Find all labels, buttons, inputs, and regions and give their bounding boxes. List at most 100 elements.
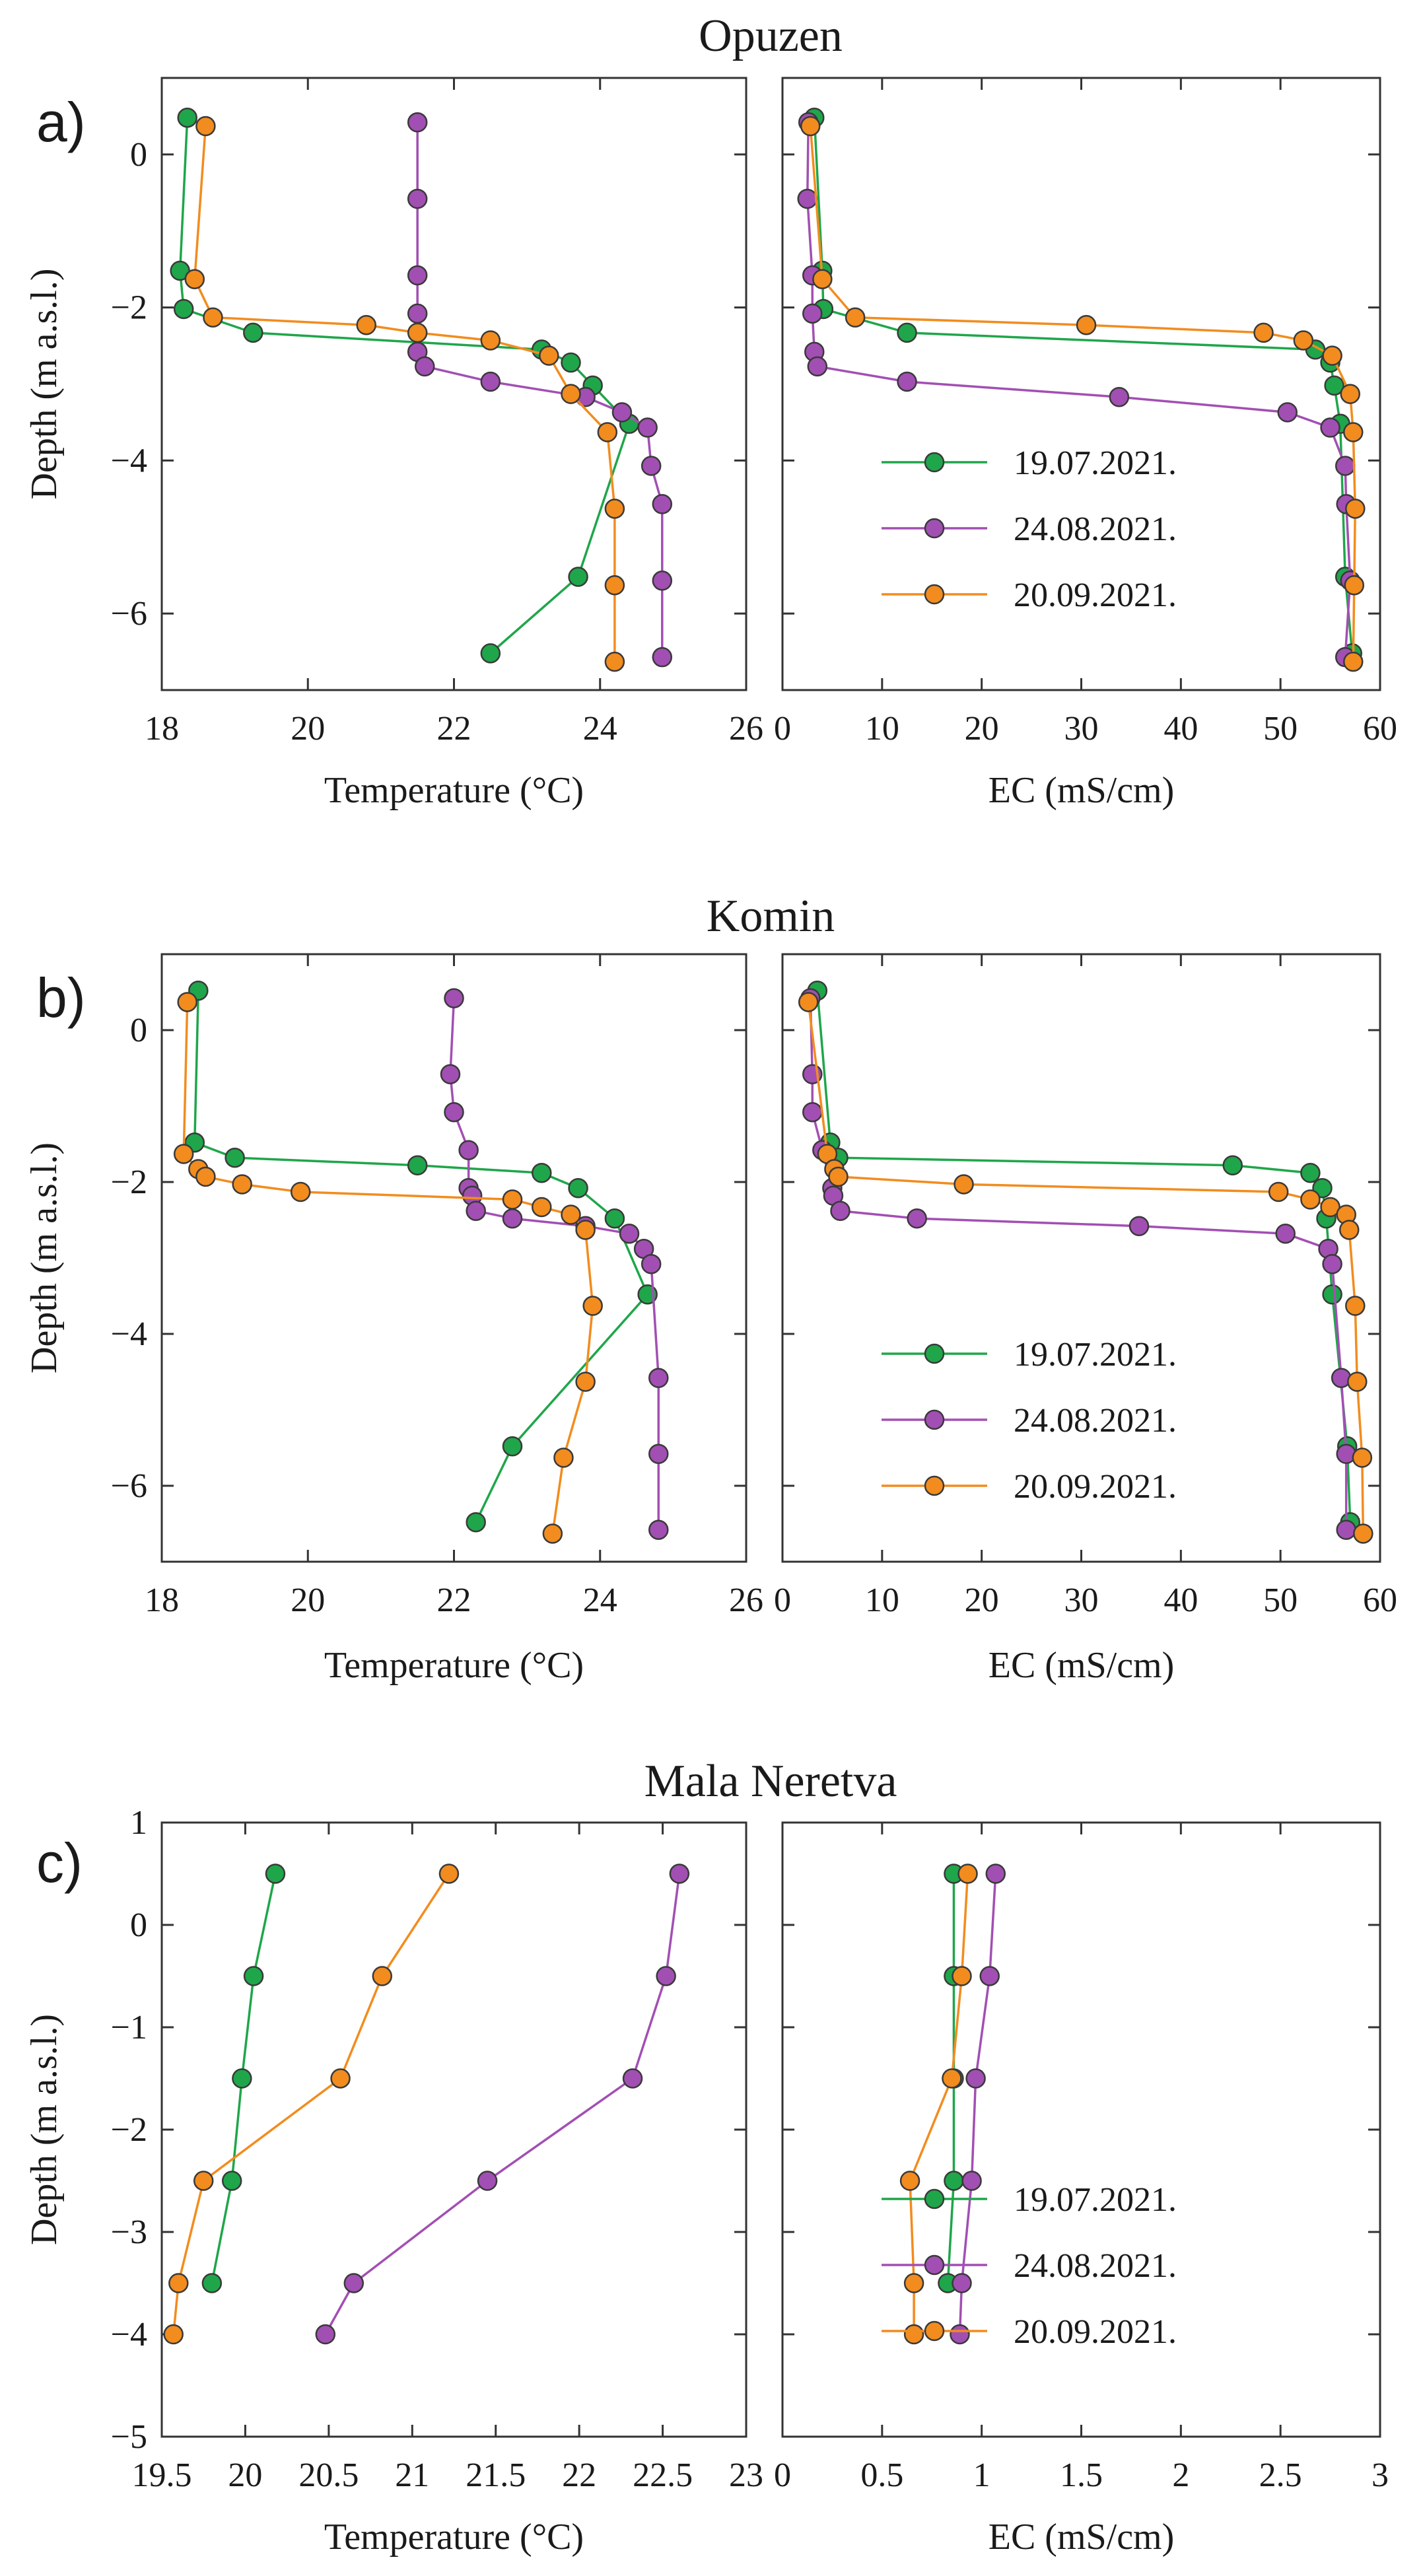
data-point xyxy=(480,330,501,351)
data-point xyxy=(553,1447,574,1468)
section-a: Opuzen a) Depth (m a.s.l.) 18 20 22 24 26 0 −2 −4 −… xyxy=(24,11,1397,811)
x-tick-label: 60 xyxy=(1363,1582,1397,1619)
data-point xyxy=(372,1966,393,1986)
data-point xyxy=(343,2273,364,2293)
data-point xyxy=(979,1966,1000,1986)
data-point xyxy=(444,1101,464,1123)
x-tick-label: 22.5 xyxy=(633,2456,693,2494)
section-b: Komin b) Depth (m a.s.l.) 18 20 22 24 26 0 −2 −4 −6… xyxy=(24,891,1397,1686)
data-point xyxy=(458,1140,479,1160)
x-tick-label: 50 xyxy=(1263,710,1298,748)
data-point xyxy=(954,1174,974,1195)
data-point xyxy=(1275,1223,1296,1244)
x-tick-label: 18 xyxy=(145,710,179,748)
data-point xyxy=(1222,1155,1243,1175)
data-point xyxy=(466,1512,486,1533)
legend-label: 20.09.2021. xyxy=(1014,2313,1177,2351)
data-point xyxy=(177,992,197,1012)
data-point xyxy=(330,2068,351,2089)
plot-c-temp: 19.5 20 20.5 21 21.5 22 22.5 23 1 0 −1 −2 −3 −4 −5 Temp… xyxy=(111,1804,763,2558)
x-axis-label: EC (mS/cm) xyxy=(989,1645,1175,1686)
data-point xyxy=(502,1436,523,1457)
y-tick-label: 0 xyxy=(130,136,147,174)
legend: 19.07.2021. 24.08.2021. 20.09.2021. xyxy=(882,1336,1177,1506)
data-point xyxy=(201,2273,223,2293)
data-point xyxy=(1343,651,1364,672)
data-point xyxy=(173,1144,194,1164)
series-s2009 xyxy=(184,116,625,672)
series-s2009 xyxy=(798,992,1373,1544)
data-point xyxy=(907,1208,927,1229)
series-s2408 xyxy=(950,1863,1006,2345)
data-point xyxy=(407,322,428,343)
legend-label: 24.08.2021. xyxy=(1014,510,1177,548)
data-point xyxy=(195,116,216,137)
x-tick-label: 0 xyxy=(774,2456,791,2494)
y-tick-label: −4 xyxy=(111,442,147,479)
series-s1907 xyxy=(201,1863,286,2293)
data-point xyxy=(648,1519,669,1540)
plot-frame xyxy=(160,77,747,691)
data-point xyxy=(1268,1181,1289,1202)
data-point xyxy=(1076,315,1097,335)
data-point xyxy=(568,1177,588,1199)
data-point xyxy=(669,1863,690,1884)
series-s2009 xyxy=(173,992,603,1544)
data-point xyxy=(168,2273,189,2293)
x-tick-label: 2 xyxy=(1172,2456,1189,2494)
data-point xyxy=(1338,1220,1360,1240)
panel-letter: a) xyxy=(36,91,86,153)
data-point xyxy=(604,499,625,519)
x-tick-label: 50 xyxy=(1263,1582,1298,1619)
series-line xyxy=(416,122,664,658)
data-point xyxy=(561,352,581,373)
x-tick-label: 3 xyxy=(1371,2456,1389,2494)
data-point xyxy=(903,2324,924,2345)
y-tick-label: −4 xyxy=(111,2316,147,2353)
series-s2408 xyxy=(315,1863,690,2345)
y-tick-label: −1 xyxy=(111,2009,147,2046)
x-tick-label: 24 xyxy=(583,710,617,748)
data-point xyxy=(415,356,435,377)
x-tick-label: 19.5 xyxy=(132,2456,192,2494)
data-point xyxy=(407,188,428,209)
data-point xyxy=(656,1966,676,1986)
x-tick-label: 40 xyxy=(1163,1582,1198,1619)
y-tick-label: −2 xyxy=(111,2111,147,2149)
legend-label: 19.07.2021. xyxy=(1014,444,1177,482)
section-title: Opuzen xyxy=(699,11,843,61)
data-point xyxy=(957,1863,978,1884)
data-point xyxy=(1109,386,1130,407)
data-point xyxy=(243,1966,264,1986)
y-tick-label: −2 xyxy=(111,289,147,327)
plot-b-temp: 18 20 22 24 26 0 −2 −4 −6 Temperature (°C) xyxy=(111,953,763,1686)
data-point xyxy=(800,116,821,137)
panel-letter: c) xyxy=(36,1832,83,1894)
legend-label: 19.07.2021. xyxy=(1014,1336,1177,1374)
data-point xyxy=(652,571,673,591)
series-line xyxy=(816,991,1352,1523)
data-point xyxy=(542,1523,563,1544)
data-point xyxy=(438,1863,460,1884)
data-point xyxy=(611,402,633,423)
y-tick-label: −6 xyxy=(111,595,147,633)
data-point xyxy=(203,307,223,328)
x-tick-label: 1 xyxy=(973,2456,990,2494)
x-tick-label: 60 xyxy=(1363,710,1397,748)
x-tick-label: 22 xyxy=(562,2456,596,2494)
data-point xyxy=(652,494,673,514)
data-point xyxy=(1335,456,1356,476)
x-tick-label: 20 xyxy=(965,710,999,748)
legend: 19.07.2021. 24.08.2021. 20.09.2021. xyxy=(882,444,1177,614)
legend-label: 20.09.2021. xyxy=(1014,576,1177,614)
data-point xyxy=(845,307,866,328)
data-point xyxy=(477,2171,498,2191)
legend-marker xyxy=(924,1343,945,1364)
data-point xyxy=(290,1181,311,1202)
data-point xyxy=(440,1064,461,1084)
y-tick-label: −5 xyxy=(111,2418,147,2456)
series-line xyxy=(807,1002,1365,1534)
data-point xyxy=(1324,375,1344,396)
